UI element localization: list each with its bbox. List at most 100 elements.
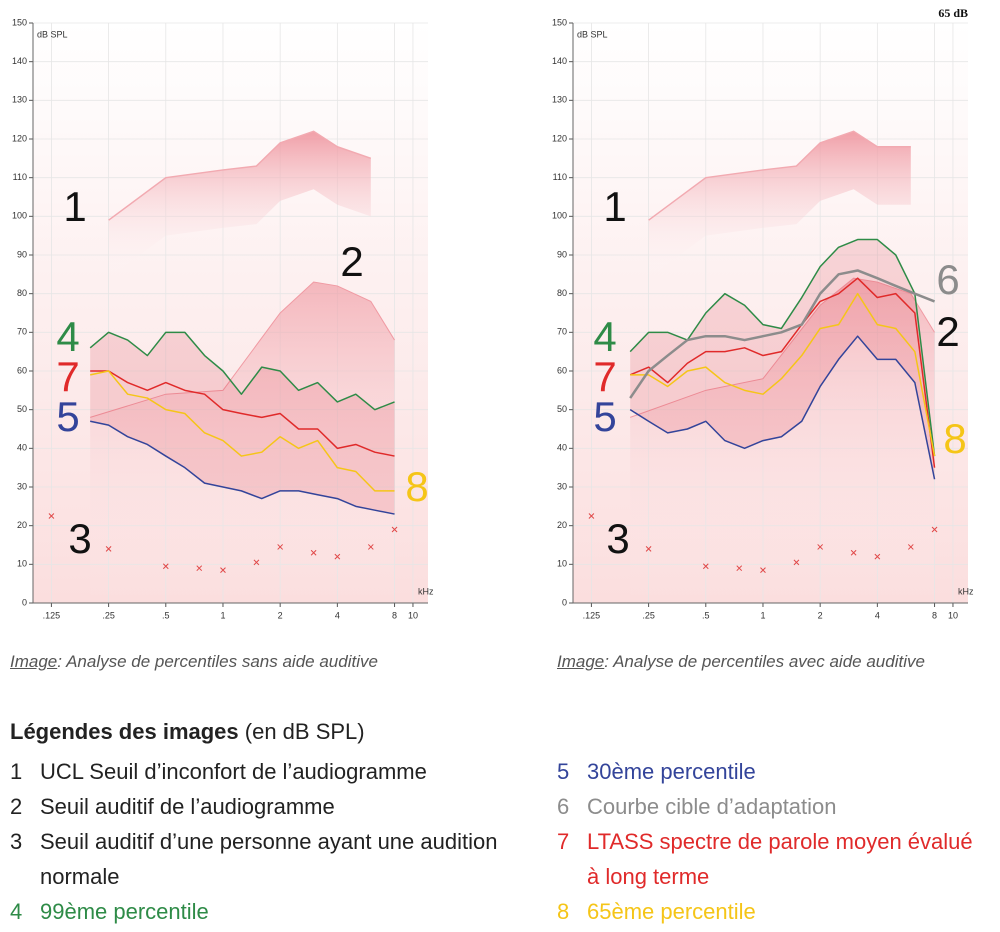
legend-item: 5 30ème percentile [557, 754, 977, 789]
threshold-line [90, 281, 395, 418]
y-tick-label: 120 [12, 133, 27, 143]
x-tick-label: 4 [875, 610, 880, 620]
series-line [90, 370, 395, 492]
legend-text: 65ème percentile [587, 899, 756, 924]
y-tick-label: 100 [12, 211, 27, 221]
normal-threshold-marker [645, 546, 652, 552]
caption: Image: Analyse de percentiles sans aide … [10, 652, 378, 672]
annotation: 2 [936, 308, 959, 355]
ucl-line [108, 130, 372, 221]
normal-threshold-marker [105, 546, 112, 552]
legend-number: 8 [557, 899, 570, 924]
y-tick-label: 110 [553, 172, 567, 182]
y-tick-label: 10 [557, 559, 567, 569]
y-tick-label: 50 [17, 404, 27, 414]
caption-prefix: Image [557, 652, 605, 671]
x-tick-label: 1 [220, 610, 225, 620]
caption-text: : Analyse de percentiles sans aide audit… [57, 652, 378, 671]
legend-text: LTASS spectre de parole moyen évalué à l… [587, 829, 973, 889]
annotation: 2 [340, 238, 363, 285]
normal-threshold-marker [253, 559, 260, 566]
normal-threshold-marker [793, 559, 800, 566]
legend-title-text: Légendes des images [10, 719, 239, 744]
y-axis-label: dB SPL [37, 29, 68, 39]
y-tick-label: 90 [17, 249, 27, 259]
y-tick-label: 70 [557, 327, 567, 337]
y-tick-label: 130 [12, 95, 27, 105]
charts: 0102030405060708090100110120130140150.12… [12, 6, 974, 621]
caption: Image: Analyse de percentiles avec aide … [557, 652, 925, 672]
annotation: 1 [603, 183, 626, 230]
annotation: 1 [63, 183, 86, 230]
y-tick-label: 80 [557, 288, 567, 298]
legend-number: 4 [10, 899, 23, 924]
annotation: 4 [593, 313, 616, 360]
normal-threshold-marker [907, 544, 914, 550]
series-line [630, 292, 936, 457]
x-axis-label: kHz [958, 586, 974, 596]
legend-text: 30ème percentile [587, 759, 756, 784]
legend-column: 1 UCL Seuil d’inconfort de l’audiogramme 2… [10, 754, 500, 929]
ucl-area [108, 131, 371, 279]
x-tick-label: 8 [932, 610, 937, 620]
x-tick-label: 2 [818, 610, 823, 620]
annotation: 7 [593, 353, 616, 400]
legend-text: Courbe cible d’adaptation [587, 794, 837, 819]
x-tick-label: .25 [102, 610, 115, 620]
legend-item: 8 65ème percentile [557, 894, 977, 929]
y-tick-label: 50 [557, 404, 567, 414]
x-tick-label: .25 [642, 610, 655, 620]
series-line [90, 370, 395, 457]
normal-threshold-marker [334, 553, 341, 560]
series-line [629, 277, 936, 468]
y-tick-label: 20 [557, 520, 567, 530]
x-tick-label: .125 [583, 610, 601, 620]
x-tick-label: 4 [335, 610, 340, 620]
threshold-line [630, 277, 935, 418]
normal-threshold-marker [736, 565, 743, 572]
y-tick-label: 70 [17, 327, 27, 337]
normal-threshold-marker [220, 567, 226, 573]
legend-number: 6 [557, 794, 570, 819]
legend-text: 99ème percentile [40, 899, 209, 924]
normal-threshold-marker [588, 513, 595, 519]
percentile-band [630, 239, 935, 480]
x-tick-label: 10 [948, 610, 958, 620]
status-label: 65 dB [938, 6, 968, 20]
normal-threshold-marker [850, 549, 857, 556]
legend-text: Seuil auditif d’une personne ayant une a… [40, 829, 498, 889]
caption-text: : Analyse de percentiles avec aide audit… [604, 652, 925, 671]
series-line [629, 269, 936, 399]
annotation: 5 [56, 393, 79, 440]
legend-unit: (en dB SPL) [238, 719, 365, 744]
annotation: 5 [593, 393, 616, 440]
y-tick-label: 130 [552, 95, 567, 105]
series-line [89, 331, 395, 411]
x-tick-label: 10 [408, 610, 418, 620]
y-tick-label: 0 [22, 597, 27, 607]
y-tick-label: 110 [13, 172, 27, 182]
y-tick-label: 60 [17, 365, 27, 375]
y-tick-label: 90 [557, 249, 567, 259]
legend-number: 2 [10, 794, 23, 819]
legend-item: 3 Seuil auditif d’une personne ayant une … [10, 824, 500, 894]
annotation: 8 [943, 415, 966, 462]
percentile-band [90, 332, 395, 515]
y-tick-label: 40 [17, 443, 27, 453]
series-line [629, 238, 936, 457]
y-tick-label: 80 [17, 288, 27, 298]
threshold-area [90, 282, 395, 603]
legend-text: Seuil auditif de l’audiogramme [40, 794, 335, 819]
legend-number: 5 [557, 759, 570, 784]
y-tick-label: 100 [552, 211, 567, 221]
legend-item: 1 UCL Seuil d’inconfort de l’audiogramme [10, 754, 500, 789]
annotation: 6 [936, 256, 959, 303]
legend-number: 3 [10, 829, 23, 854]
normal-threshold-marker [817, 544, 824, 550]
legend-title: Légendes des images (en dB SPL) [10, 719, 365, 745]
normal-threshold-marker [196, 565, 203, 572]
y-tick-label: 60 [557, 365, 567, 375]
x-tick-label: 8 [392, 610, 397, 620]
annotation: 3 [606, 515, 629, 562]
x-tick-label: 2 [278, 610, 283, 620]
